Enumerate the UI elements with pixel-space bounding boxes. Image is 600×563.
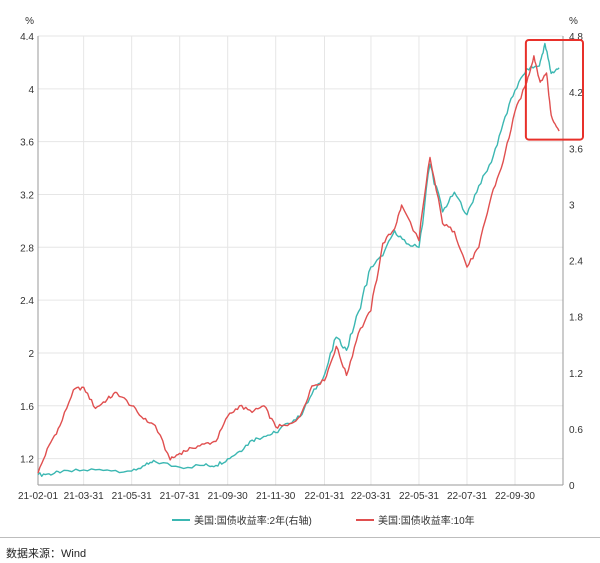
x-tick-label: 22-03-31: [351, 491, 391, 502]
left-tick-label: 1.6: [20, 402, 34, 413]
left-tick-label: 2.8: [20, 243, 34, 254]
left-tick-label: 1.2: [20, 455, 34, 466]
x-tick-label: 21-07-31: [160, 491, 200, 502]
highlight-layer: [524, 39, 585, 141]
right-tick-label: 4.8: [569, 32, 583, 43]
series-line-10y: [37, 55, 560, 474]
left-tick-label: 2: [28, 349, 34, 360]
right-tick-label: 1.2: [569, 369, 583, 380]
right-tick-label: 3.6: [569, 144, 583, 155]
series-line-2y: [37, 42, 560, 477]
x-tick-label: 21-02-01: [18, 491, 58, 502]
legend: 美国:国债收益率:2年(右轴) 美国:国债收益率:10年: [172, 514, 475, 527]
right-tick-label: 4.2: [569, 88, 583, 99]
grid-lines: [37, 35, 563, 485]
x-tick-label: 21-05-31: [112, 491, 152, 502]
left-tick-label: 4.4: [20, 32, 34, 43]
left-tick-label: 2.4: [20, 296, 34, 307]
x-tick-label: 22-09-30: [495, 491, 535, 502]
axes: 21-02-01 21-03-31 21-05-31 21-07-31 21-09-30…: [18, 16, 583, 502]
highlight-box: [524, 39, 585, 141]
x-tick-label: 21-09-30: [208, 491, 248, 502]
left-tick-label: 3.6: [20, 138, 34, 149]
right-tick-label: 0: [569, 481, 575, 492]
x-tick-label: 22-01-31: [304, 491, 344, 502]
legend-label: 美国:国债收益率:10年: [378, 514, 475, 527]
x-tick-label: 21-11-30: [256, 491, 296, 502]
right-tick-label: 1.8: [569, 313, 583, 324]
x-tick-label: 22-05-31: [399, 491, 439, 502]
right-tick-label: 3: [569, 200, 575, 211]
right-axis-unit: %: [569, 16, 578, 27]
chart-canvas: 21-02-01 21-03-31 21-05-31 21-07-31 21-09-30…: [18, 16, 585, 527]
legend-label: 美国:国债收益率:2年(右轴): [194, 514, 312, 527]
x-tick-label: 21-03-31: [64, 491, 104, 502]
source-note: 数据来源：Wind: [6, 548, 87, 560]
series-layer: [37, 42, 560, 477]
left-tick-label: 4: [28, 85, 34, 96]
left-tick-label: 3.2: [20, 190, 34, 201]
right-tick-label: 0.6: [569, 425, 583, 436]
x-tick-label: 22-07-31: [447, 491, 487, 502]
left-axis-unit: %: [25, 16, 34, 27]
source-divider: [0, 537, 600, 538]
right-tick-label: 2.4: [569, 257, 583, 268]
